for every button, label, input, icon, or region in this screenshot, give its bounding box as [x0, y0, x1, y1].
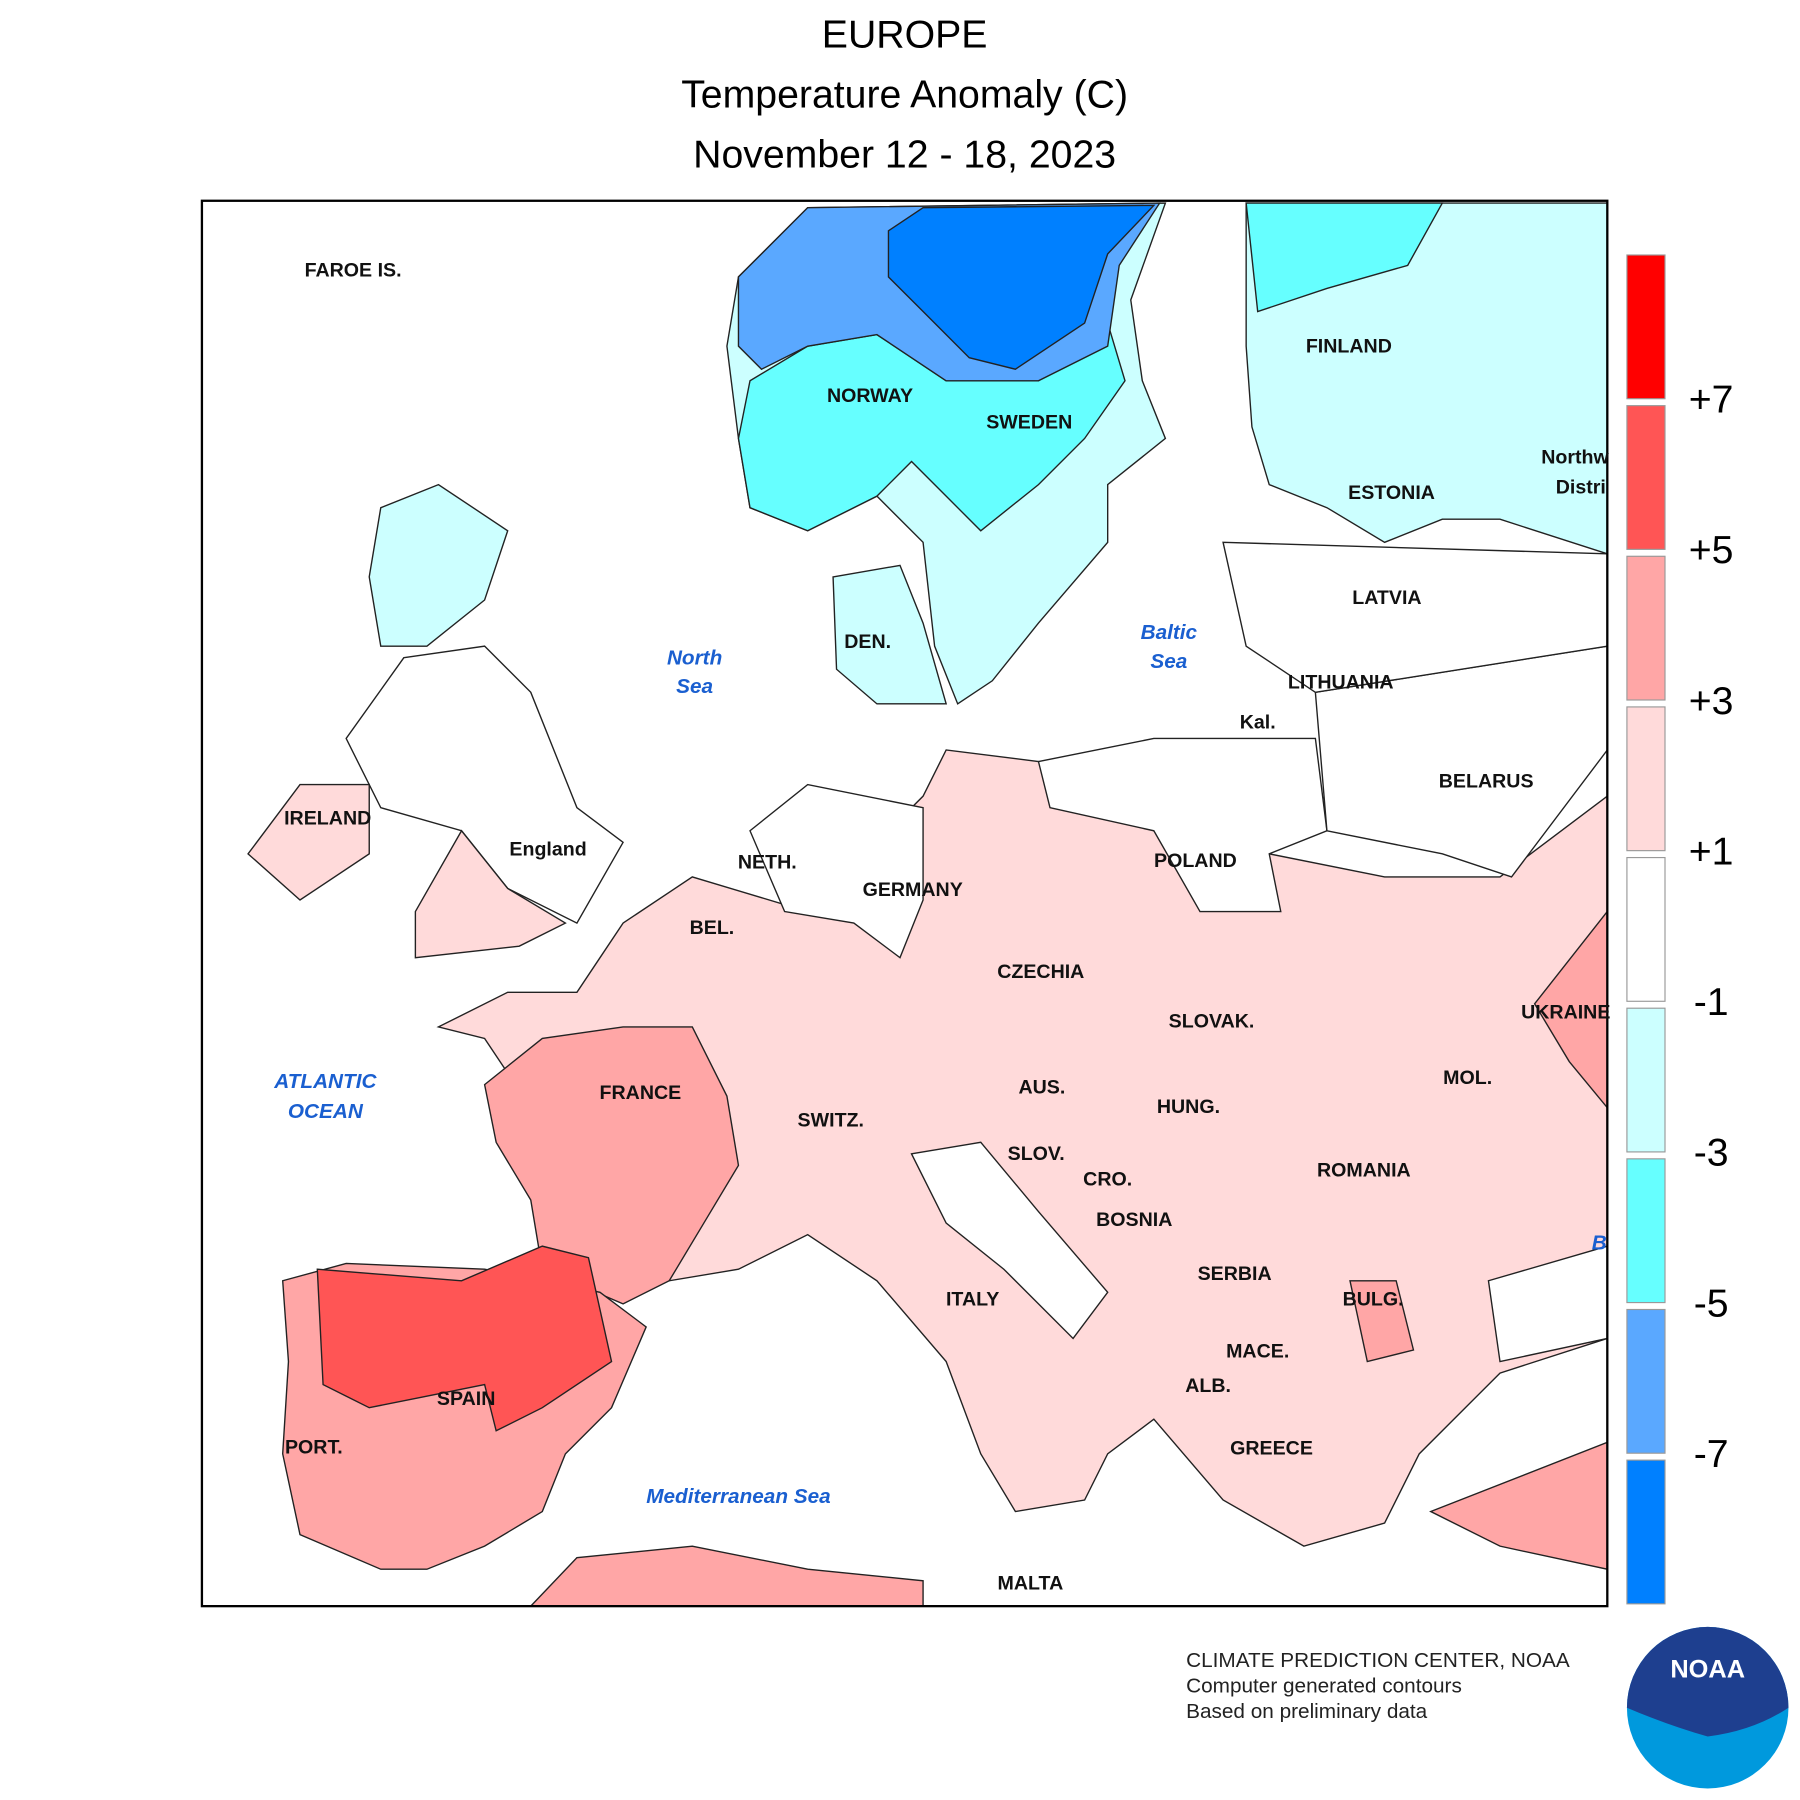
- noaa-logo: NOAA: [1626, 1626, 1789, 1789]
- legend-label: +1: [1689, 829, 1734, 873]
- region: [368, 483, 509, 647]
- region: [247, 783, 370, 901]
- place-label: BOSNIA: [1096, 1209, 1172, 1231]
- legend-label: +5: [1689, 528, 1734, 572]
- region: [529, 1545, 924, 1607]
- place-label: NETH.: [738, 851, 797, 873]
- region: [910, 1141, 1109, 1340]
- footer-line: Based on preliminary data: [1186, 1700, 1428, 1723]
- place-label: NORWAY: [827, 385, 913, 407]
- legend-swatch: [1626, 706, 1666, 852]
- water-label: ATLANTIC: [273, 1070, 377, 1093]
- region: [483, 1026, 740, 1305]
- region: [1222, 541, 1608, 694]
- place-label: Kal.: [1240, 712, 1276, 734]
- place-label: ESTONIA: [1348, 482, 1435, 504]
- place-label: FAROE IS.: [305, 259, 402, 281]
- legend-swatch: [1626, 1007, 1666, 1153]
- place-label: AUS.: [1018, 1076, 1065, 1098]
- legend-swatch: [1626, 856, 1666, 1002]
- region: [1245, 202, 1444, 313]
- place-label: SLOVAK.: [1169, 1010, 1255, 1032]
- place-label: DEN.: [844, 631, 891, 653]
- place-label: BELARUS: [1439, 770, 1534, 792]
- logo-text: NOAA: [1670, 1655, 1745, 1683]
- place-label: FRANCE: [600, 1082, 682, 1104]
- place-label: SPAIN: [437, 1388, 495, 1410]
- legend-label: -3: [1694, 1131, 1729, 1175]
- water-label: B: [1592, 1231, 1607, 1254]
- legend-label: +3: [1689, 679, 1734, 723]
- place-label: GERMANY: [863, 879, 963, 901]
- place-label: ALB.: [1185, 1375, 1231, 1397]
- map-title: Temperature Anomaly (C): [681, 72, 1128, 116]
- region: [1349, 1280, 1415, 1363]
- place-label: LITHUANIA: [1288, 671, 1394, 693]
- region: [1429, 1441, 1608, 1570]
- place-label: BEL.: [690, 917, 735, 939]
- region: [316, 1245, 613, 1432]
- place-label: CZECHIA: [997, 961, 1084, 983]
- legend: +7 +5 +3 +1 -1 -3 -5 -7: [1626, 254, 1734, 1605]
- region: [414, 829, 567, 959]
- water-label: Sea: [676, 675, 713, 698]
- footer-line: Computer generated contours: [1186, 1674, 1462, 1697]
- water-label: North: [667, 646, 722, 669]
- logo-top: [1626, 1626, 1789, 1737]
- map-frame: [200, 199, 1609, 1608]
- place-label: ITALY: [946, 1289, 999, 1311]
- place-label: UKRAINE: [1521, 1001, 1610, 1023]
- legend-label: -7: [1694, 1432, 1729, 1476]
- region: [1245, 202, 1608, 555]
- legend-swatch: [1626, 405, 1666, 550]
- place-label: England: [509, 839, 586, 861]
- region: [887, 204, 1156, 370]
- legend-label: +7: [1689, 378, 1734, 422]
- map-period: November 12 - 18, 2023: [693, 132, 1116, 176]
- place-label: FINLAND: [1306, 335, 1392, 357]
- legend-swatch: [1626, 1308, 1666, 1454]
- water-label: Baltic: [1141, 621, 1198, 644]
- legend-swatch: [1626, 254, 1666, 400]
- water-label: Sea: [1150, 650, 1187, 673]
- place-label: BULG.: [1343, 1289, 1404, 1311]
- footer-line: CLIMATE PREDICTION CENTER, NOAA: [1186, 1649, 1570, 1672]
- place-label: HUNG.: [1157, 1096, 1220, 1118]
- labels: FAROE IS. FINLAND NORWAY SWEDEN Northw Distri…: [273, 259, 1610, 1594]
- place-label: SWITZ.: [798, 1110, 864, 1132]
- water-label: OCEAN: [288, 1100, 364, 1123]
- legend-swatch: [1626, 1459, 1666, 1605]
- place-label: SERBIA: [1198, 1263, 1272, 1285]
- region: [1314, 645, 1608, 878]
- legend-swatch: [1626, 555, 1666, 701]
- place-label: Northw: [1541, 446, 1609, 468]
- legend-label: -5: [1694, 1281, 1729, 1325]
- place-label: ROMANIA: [1317, 1159, 1411, 1181]
- place-label: IRELAND: [284, 807, 371, 829]
- place-label: Distri: [1556, 476, 1606, 498]
- place-label: SLOV.: [1008, 1143, 1065, 1165]
- place-label: CRO.: [1083, 1169, 1132, 1191]
- legend-label: -1: [1694, 980, 1729, 1024]
- place-label: LATVIA: [1352, 587, 1421, 609]
- region: [1533, 910, 1608, 1109]
- region: [1487, 1245, 1608, 1363]
- map-area: [201, 200, 1608, 1607]
- region: [832, 564, 948, 705]
- place-label: MALTA: [998, 1572, 1064, 1594]
- region-title: EUROPE: [822, 12, 988, 56]
- place-label: MOL.: [1443, 1067, 1492, 1089]
- place-label: POLAND: [1154, 850, 1237, 872]
- place-label: GREECE: [1230, 1437, 1313, 1459]
- place-label: PORT.: [285, 1436, 343, 1458]
- region: [1037, 737, 1328, 913]
- water-label: Mediterranean Sea: [646, 1485, 831, 1508]
- region: [749, 783, 924, 959]
- legend-swatch: [1626, 1158, 1666, 1304]
- place-label: MACE.: [1226, 1340, 1289, 1362]
- place-label: SWEDEN: [986, 412, 1072, 434]
